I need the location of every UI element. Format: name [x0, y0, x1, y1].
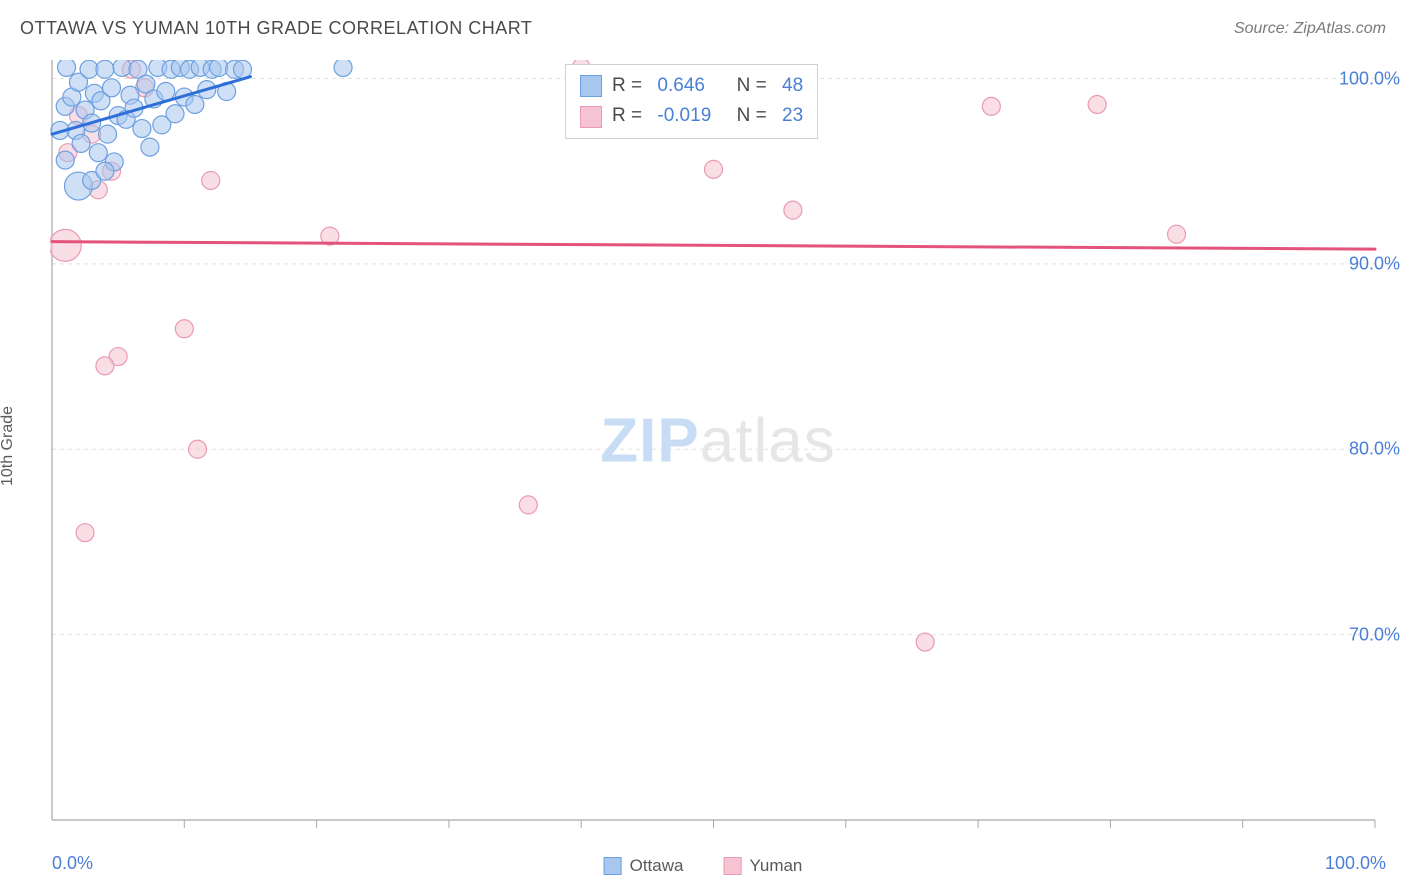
- legend-item-yuman: Yuman: [723, 856, 802, 876]
- stats-row-ottawa: R = 0.646 N = 48: [580, 71, 803, 101]
- source-label: Source: ZipAtlas.com: [1234, 20, 1386, 38]
- legend-swatch-yuman: [723, 857, 741, 875]
- scatter-chart: ZIPatlas: [50, 60, 1386, 832]
- stats-row-yuman: R = -0.019 N = 23: [580, 101, 803, 131]
- plot-area: ZIPatlas: [50, 60, 1386, 832]
- legend-item-ottawa: Ottawa: [604, 856, 684, 876]
- ytick-label: 70.0%: [1349, 624, 1400, 645]
- legend-swatch-ottawa: [604, 857, 622, 875]
- ytick-label: 80.0%: [1349, 439, 1400, 460]
- xtick-min: 0.0%: [52, 853, 93, 874]
- yaxis-label: 10th Grade: [0, 406, 17, 486]
- legend-label-yuman: Yuman: [749, 856, 802, 876]
- stats-swatch-yuman: [580, 106, 602, 128]
- ytick-label: 100.0%: [1339, 68, 1400, 89]
- xtick-max: 100.0%: [1325, 853, 1386, 874]
- stats-swatch-ottawa: [580, 75, 602, 97]
- bottom-legend: Ottawa Yuman: [604, 856, 803, 876]
- chart-title: OTTAWA VS YUMAN 10TH GRADE CORRELATION C…: [20, 18, 532, 39]
- legend-label-ottawa: Ottawa: [630, 856, 684, 876]
- stats-box: R = 0.646 N = 48R = -0.019 N = 23: [565, 64, 818, 139]
- ytick-label: 90.0%: [1349, 253, 1400, 274]
- svg-text:ZIPatlas: ZIPatlas: [600, 406, 835, 475]
